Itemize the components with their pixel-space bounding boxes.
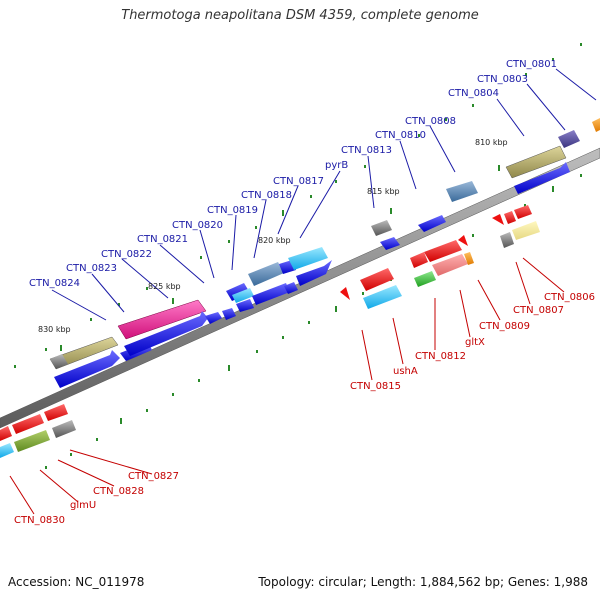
ruler-label: 830 kbp: [38, 325, 71, 334]
gene-label: CTN_0821: [137, 234, 188, 245]
gene-label: CTN_0803: [477, 74, 528, 85]
gene-label: CTN_0806: [544, 292, 595, 303]
gene-label: CTN_0819: [207, 205, 258, 216]
ruler-label: 815 kbp: [367, 187, 400, 196]
ruler-label: 810 kbp: [475, 138, 508, 147]
leader-lines-reverse: [9, 257, 565, 515]
reverse-features[interactable]: [0, 205, 540, 458]
gene-label: CTN_0810: [375, 130, 426, 141]
gene-label: CTN_0812: [415, 351, 466, 362]
genome-backbone: [0, 147, 600, 429]
gene-label: ushA: [393, 366, 418, 377]
gene-label: CTN_0830: [14, 515, 65, 526]
gene-label: CTN_0823: [66, 263, 117, 274]
leader-lines-forward: [51, 68, 597, 321]
genome-summary-text: Topology: circular; Length: 1,884,562 bp…: [258, 575, 588, 589]
gene-label: CTN_0801: [506, 59, 557, 70]
ruler-label: 825 kbp: [148, 282, 181, 291]
gene-label: glmU: [70, 500, 96, 511]
gene-label: CTN_0809: [479, 321, 530, 332]
forward-features-lower[interactable]: [54, 162, 570, 388]
gene-label: CTN_0808: [405, 116, 456, 127]
gene-label: pyrB: [325, 160, 348, 171]
ruler-labels: 810 kbp 815 kbp 820 kbp 825 kbp 830 kbp: [38, 138, 508, 334]
map-title: Thermotoga neapolitana DSM 4359, complet…: [121, 8, 479, 23]
gene-label: CTN_0824: [29, 278, 80, 289]
reverse-gene-labels: CTN_0806 CTN_0807 CTN_0809 gltX CTN_0812…: [14, 292, 595, 526]
gene-label: CTN_0807: [513, 305, 564, 316]
gene-label: CTN_0815: [350, 381, 401, 392]
gene-label: CTN_0827: [128, 471, 179, 482]
gene-label: CTN_0813: [341, 145, 392, 156]
gene-label: CTN_0828: [93, 486, 144, 497]
gene-label: CTN_0818: [241, 190, 292, 201]
accession-text: Accession: NC_011978: [8, 575, 145, 589]
ruler-label: 820 kbp: [258, 236, 291, 245]
gene-label: CTN_0820: [172, 220, 223, 231]
gene-label: CTN_0822: [101, 249, 152, 260]
gene-label: gltX: [465, 337, 485, 348]
forward-features-upper[interactable]: [49, 118, 600, 370]
gene-label: CTN_0804: [448, 88, 499, 99]
gene-label: CTN_0817: [273, 176, 324, 187]
forward-gene-labels: CTN_0801 CTN_0803 CTN_0804 CTN_0808 CTN_…: [29, 59, 557, 289]
outer-ticks: [14, 43, 582, 368]
